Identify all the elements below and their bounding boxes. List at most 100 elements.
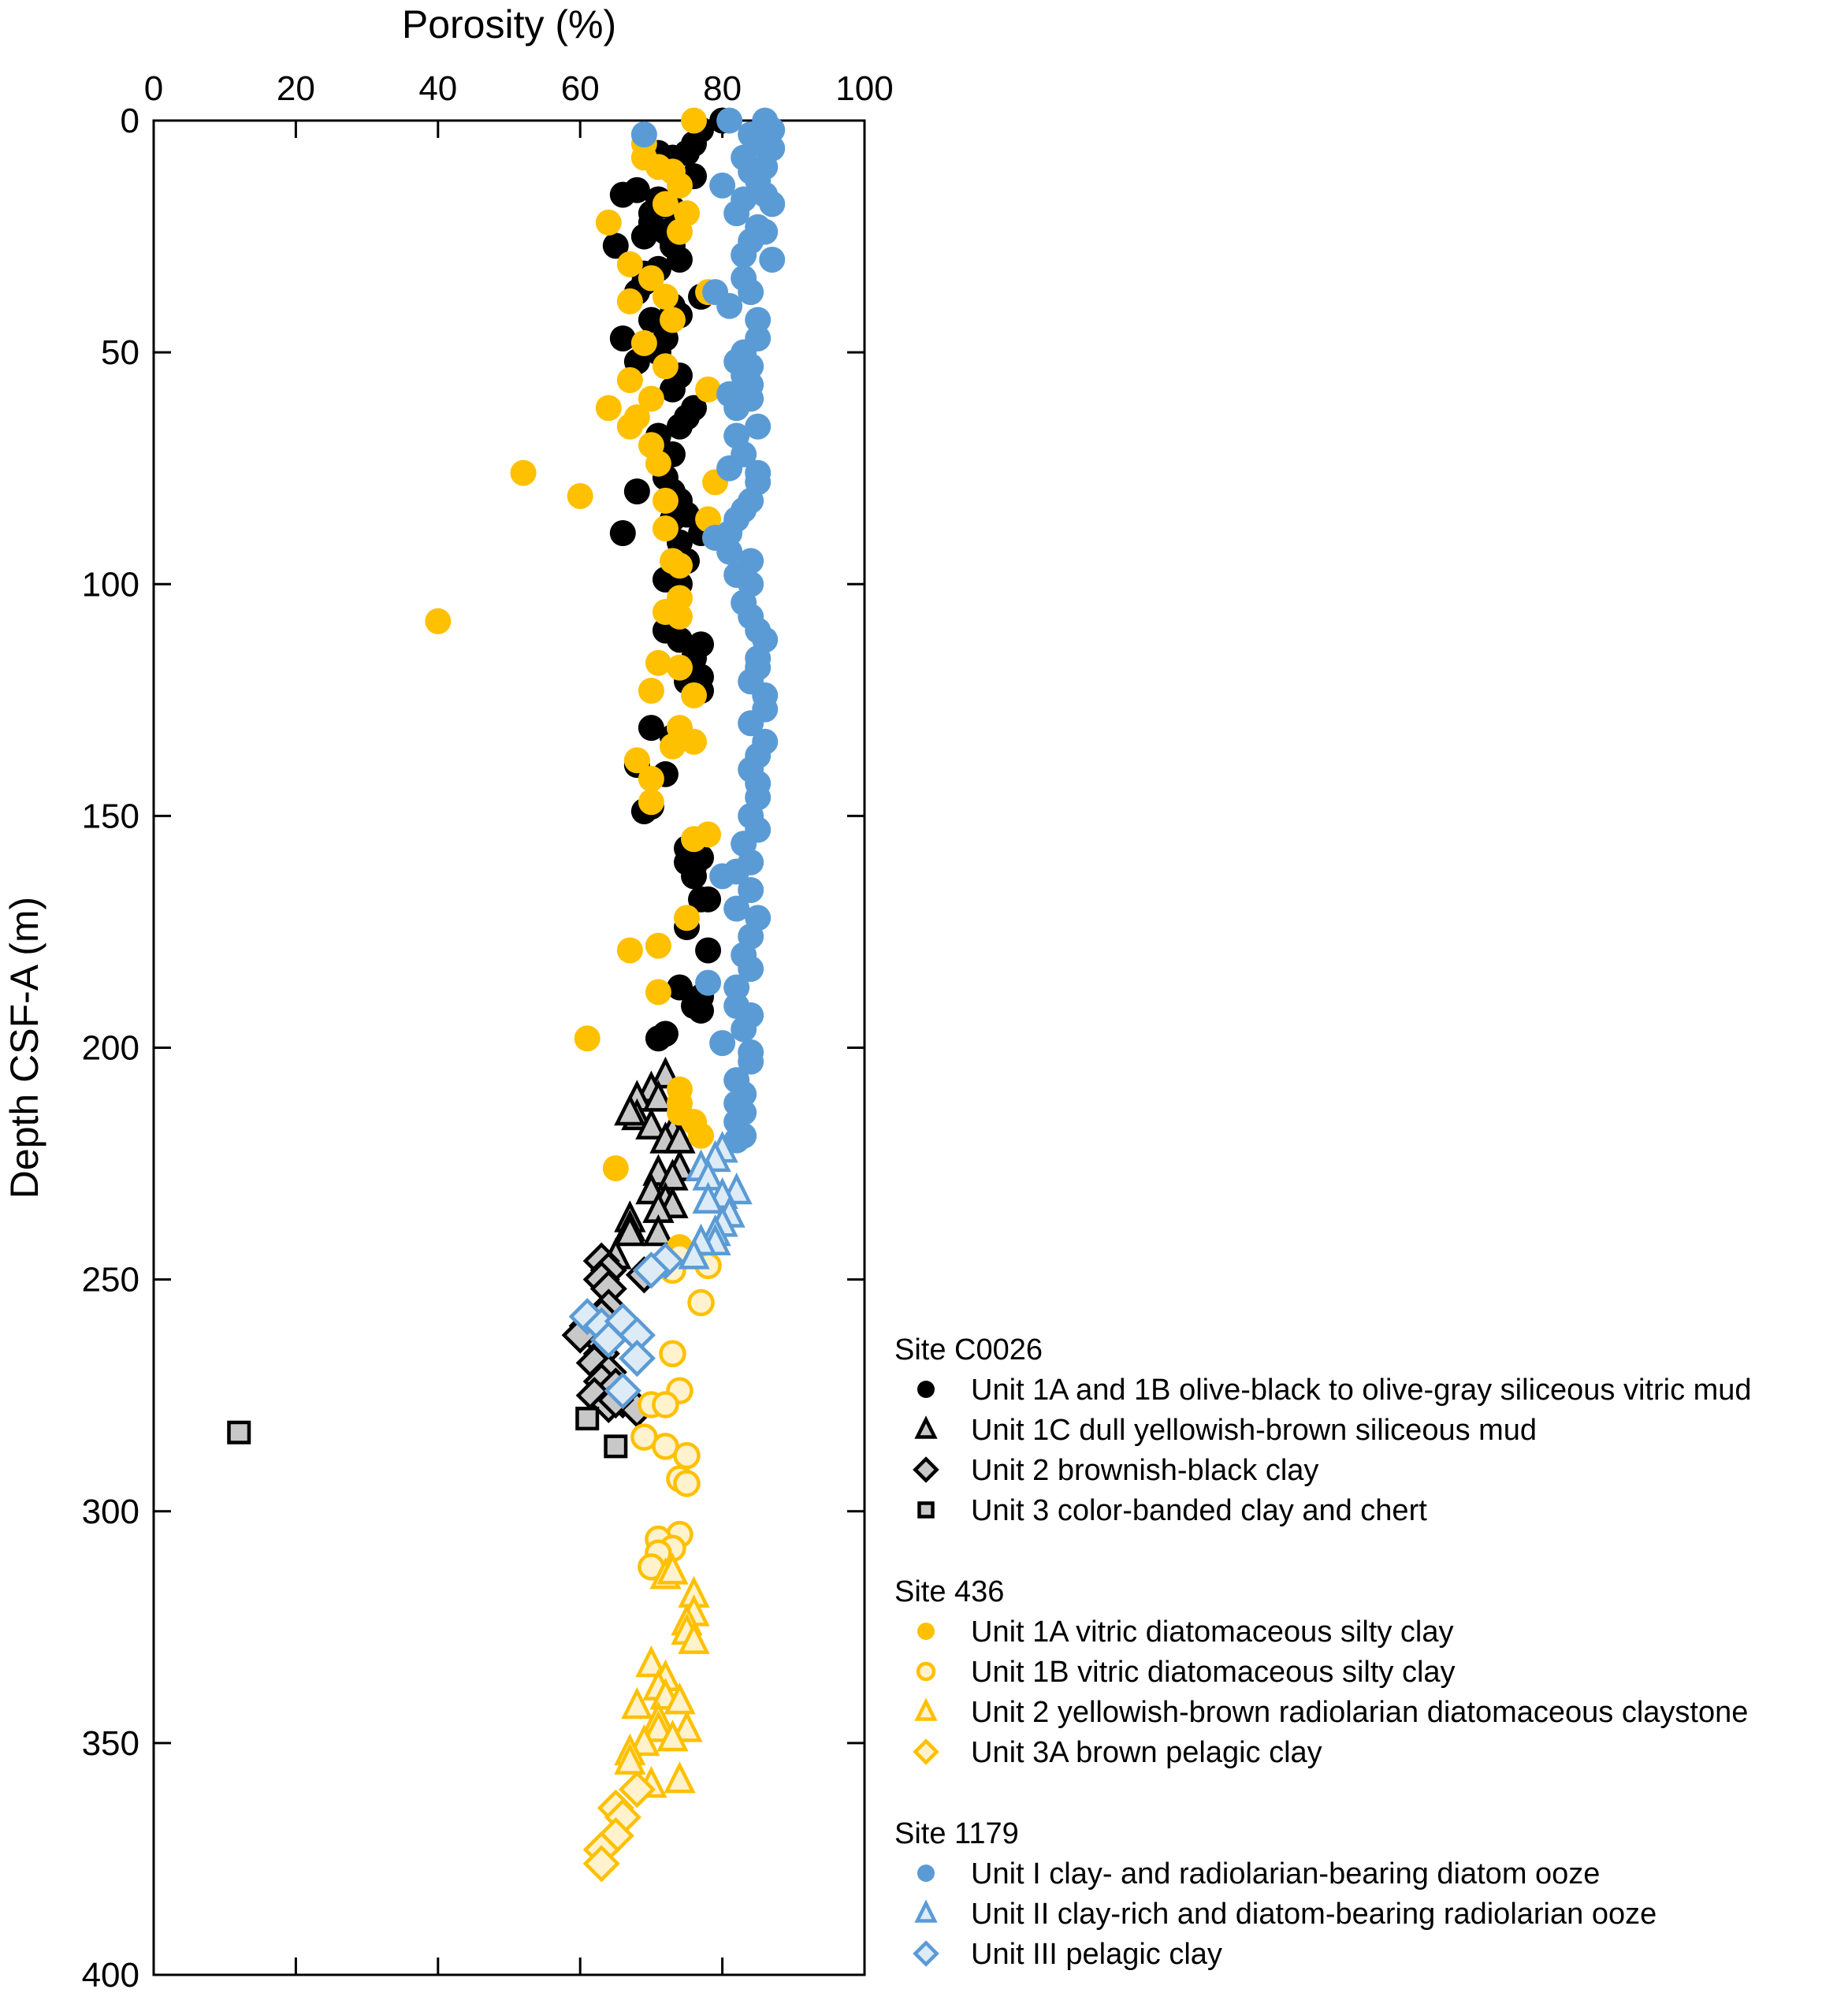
legend-site-title: Site C0026 — [894, 1333, 1043, 1366]
data-point — [616, 413, 643, 440]
data-point — [652, 284, 679, 310]
data-point — [609, 325, 636, 351]
data-point — [589, 1321, 627, 1359]
data-point — [628, 1723, 660, 1757]
data-point — [642, 1214, 675, 1247]
y-tick-label: 250 — [82, 1261, 139, 1299]
data-point — [623, 478, 650, 505]
data-point — [609, 181, 636, 208]
data-point — [738, 955, 764, 982]
data-point — [681, 682, 708, 708]
data-point — [652, 487, 679, 514]
data-point — [621, 1686, 653, 1720]
data-point — [681, 863, 708, 890]
legend-marker — [913, 1940, 939, 1967]
data-point — [666, 552, 693, 579]
data-point — [616, 288, 643, 314]
legend: Site C0026 Unit 1A and 1B olive-black to … — [894, 1333, 1752, 1971]
x-tick-label: 80 — [703, 69, 742, 108]
data-point — [666, 626, 693, 653]
data-point — [716, 538, 743, 565]
data-point — [681, 728, 708, 755]
legend-entry-label: Unit 1A vitric diatomaceous silty clay — [971, 1615, 1453, 1649]
data-point — [638, 385, 664, 412]
data-point — [723, 974, 750, 1001]
data-point — [723, 200, 750, 227]
data-point — [567, 482, 593, 509]
series-site-1179-0 — [630, 107, 786, 1154]
data-point — [642, 1710, 675, 1742]
legend-marker — [913, 1456, 939, 1483]
data-point — [645, 979, 671, 1006]
legend-marker — [917, 1623, 935, 1640]
legend-entry-label: Unit 1B vitric diatomaceous silty clay — [971, 1656, 1456, 1689]
series-site-c0026-0 — [602, 107, 736, 1052]
data-point — [635, 1107, 667, 1140]
series-site-436-3 — [582, 1771, 656, 1883]
data-point — [695, 969, 722, 996]
data-point — [659, 376, 686, 403]
data-point — [745, 307, 772, 333]
data-points — [227, 107, 786, 1883]
data-point — [716, 455, 743, 481]
data-point — [614, 1093, 646, 1126]
data-point — [609, 520, 636, 547]
legend-entry-label: Unit 2 yellowish-brown radiolarian diato… — [971, 1696, 1748, 1729]
data-point — [645, 932, 671, 959]
data-point — [695, 886, 722, 913]
data-point — [602, 1154, 629, 1181]
data-point — [738, 385, 764, 412]
x-tick-label: 0 — [144, 69, 163, 108]
legend-entry-label: Unit 3 color-banded clay and chert — [971, 1494, 1427, 1527]
data-point — [738, 876, 764, 903]
data-point — [666, 654, 693, 681]
axes: 0 20 40 60 80 100 0 50 100 150 200 250 300 350 400 — [82, 69, 894, 1995]
data-point — [738, 279, 764, 306]
data-point — [731, 1016, 757, 1043]
y-tick-label: 300 — [82, 1493, 139, 1531]
data-point — [695, 821, 722, 848]
legend-entry-label: Unit 1C dull yellowish-brown siliceous m… — [971, 1414, 1537, 1447]
data-point — [630, 329, 657, 356]
data-point — [666, 172, 693, 199]
data-point — [759, 191, 786, 218]
data-point — [638, 678, 664, 705]
data-point — [731, 242, 757, 269]
data-point — [652, 353, 679, 380]
data-point — [709, 1030, 736, 1057]
legend-site-title: Site 436 — [894, 1575, 1004, 1608]
legend-site-title: Site 1179 — [894, 1817, 1019, 1850]
data-point — [709, 172, 736, 199]
legend-entry-label: Unit 3A brown pelagic clay — [971, 1736, 1322, 1769]
data-point — [666, 603, 693, 630]
series-site-436-2 — [614, 1552, 710, 1798]
data-point — [616, 366, 643, 393]
data-point — [664, 1760, 696, 1794]
series-site-c0026-1 — [600, 1056, 696, 1270]
data-point — [659, 733, 686, 760]
data-point — [645, 1025, 671, 1052]
data-point — [664, 1682, 696, 1715]
data-point — [688, 997, 715, 1024]
legend-entry-label: Unit 2 brownish-black clay — [971, 1454, 1318, 1487]
data-point — [616, 937, 643, 964]
data-point — [652, 1391, 679, 1418]
data-point — [595, 209, 622, 236]
data-point — [681, 107, 708, 134]
series-site-1179-1 — [678, 1130, 753, 1270]
data-point — [688, 1122, 715, 1149]
data-point — [638, 265, 664, 292]
data-point — [666, 413, 693, 440]
data-point — [575, 1407, 600, 1431]
x-tick-label: 40 — [418, 69, 457, 108]
data-point — [666, 246, 693, 273]
y-axis-title: Depth CSF-A (m) — [2, 897, 46, 1199]
data-point — [652, 515, 679, 542]
data-point — [630, 223, 657, 250]
series-site-436-1 — [630, 1242, 722, 1581]
data-point — [659, 307, 686, 333]
data-point — [652, 191, 679, 218]
data-point — [745, 413, 772, 440]
data-point — [638, 765, 664, 792]
